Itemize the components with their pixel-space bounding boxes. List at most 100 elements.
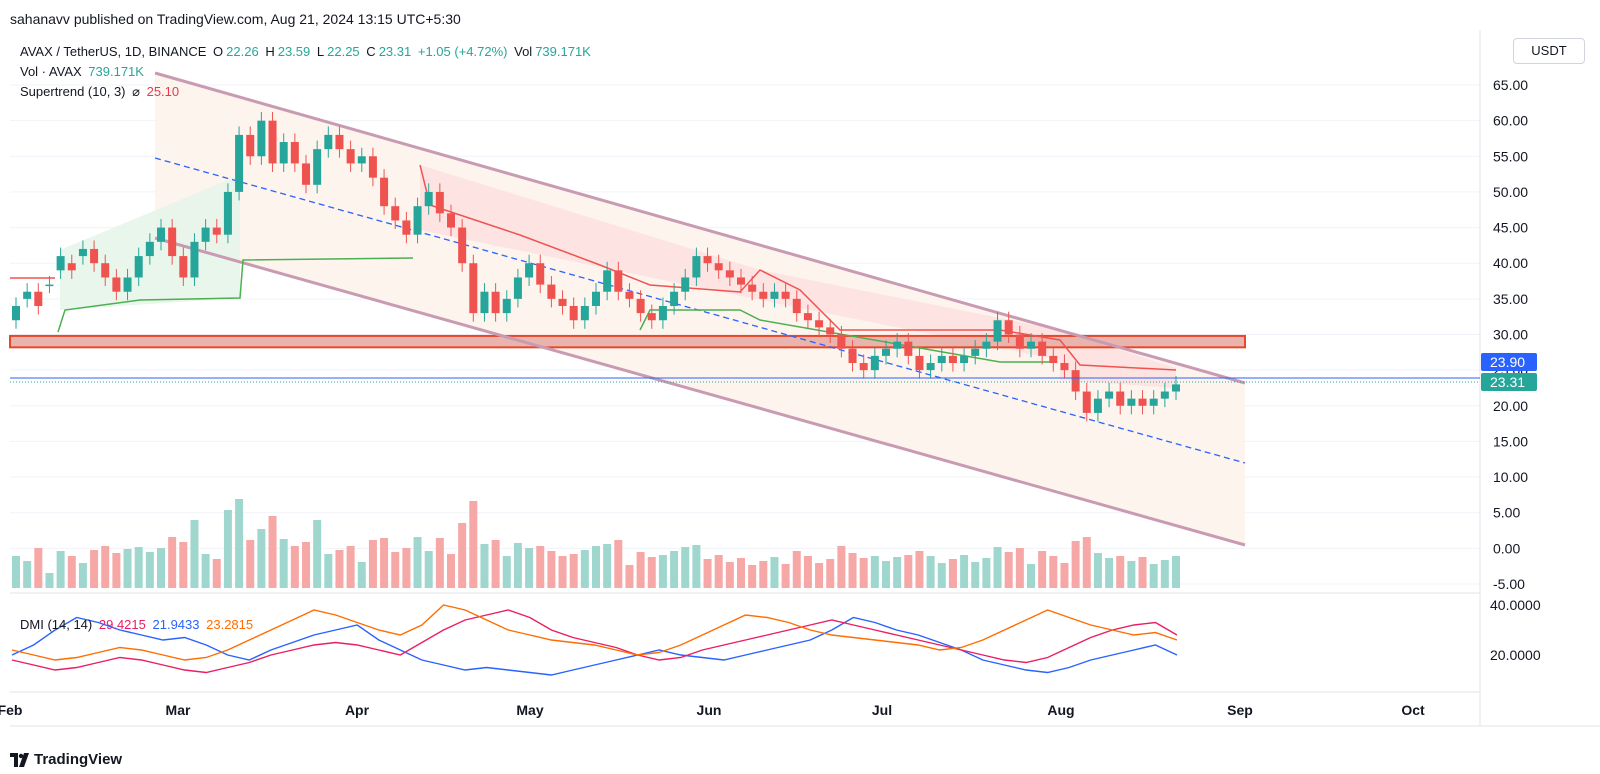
candle-body [12,305,20,321]
volume-bar [692,545,701,588]
candle-body [168,227,177,257]
candle-body [681,277,690,292]
close-value: 23.31 [378,44,412,59]
candle-body [658,305,667,321]
candle-body [670,291,679,306]
candle-body [759,291,768,299]
volume-bar [725,562,734,588]
candle-body [1105,391,1114,399]
volume-bar [915,551,924,588]
time-axis-label: Apr [345,702,370,718]
currency-unit-button[interactable]: USDT [1513,38,1585,64]
candle-body [357,156,366,164]
supertrend-label[interactable]: Supertrend (10, 3) [20,84,126,99]
volume-bar [246,540,255,588]
candle-body [882,348,890,356]
candle-body [212,227,221,235]
low-label: L [316,44,325,59]
candle-body [982,341,991,349]
volume-bar [1172,556,1180,588]
vol-line-label[interactable]: Vol · AVAX [20,64,82,79]
candle-body [993,320,1002,342]
candle-body [502,298,511,314]
volume-bar [770,557,779,588]
candle-body [290,142,299,164]
vol-line-value: 739.171K [88,64,144,79]
candle-body [435,191,444,214]
volume-bar [34,548,43,588]
volume-bar [413,537,422,588]
volume-bar [759,561,768,588]
candle-body [614,270,623,292]
candle-body [324,134,333,150]
candle-body [547,284,556,299]
candle-body [926,363,935,371]
candle-body [346,149,355,164]
volume-bar [1060,563,1069,588]
volume-bar [324,554,333,588]
volume-bar [737,558,745,588]
price-axis-label: 55.00 [1493,148,1528,164]
candle-body [826,327,835,335]
candle-body [157,227,165,242]
volume-bar [848,553,857,588]
candle-body [335,134,344,150]
candle-body [23,291,32,299]
volume-bar [1105,558,1114,588]
volume-bar [882,561,890,588]
time-axis-label: Jul [872,702,892,718]
volume-bar [781,564,790,588]
volume-bar [703,559,712,588]
volume-bar [603,544,612,588]
volume-bar [558,556,567,588]
volume-bar [513,543,522,588]
price-axis-label: 35.00 [1493,291,1528,307]
candle-body [279,142,288,164]
volume-bar [547,551,556,588]
candle-body [179,256,188,278]
price-axis-label: 10.00 [1493,469,1528,485]
candle-body [647,313,656,321]
tradingview-logo[interactable]: TradingView [10,751,122,768]
dmi-label[interactable]: DMI (14, 14) [20,617,93,632]
price-badge-label: 23.90 [1490,354,1525,370]
volume-bar [1071,541,1080,588]
publisher-line: sahanavv published on TradingView.com, A… [10,11,461,27]
candle-body [893,341,902,349]
candle-body [380,177,389,207]
price-axis-label: 60.00 [1493,113,1528,129]
footer-brand: TradingView [34,751,123,768]
high-value: 23.59 [277,44,311,59]
volume-bar [1093,553,1102,588]
price-axis-label: 0.00 [1493,540,1520,556]
supertrend-line [419,164,1177,371]
volume-bar [447,554,455,588]
candle-body [592,291,600,306]
volume-legend: Vol · AVAX 739.171K [20,63,147,81]
volume-bar [1127,561,1136,588]
volume-bar [145,552,154,588]
candle-body [1071,370,1080,392]
volume-bar [313,520,322,588]
candle-body [848,348,857,364]
vol-label: Vol [514,44,533,59]
volume-bar [402,548,411,588]
volume-bar [90,550,99,588]
candle-body [1160,391,1169,399]
candle-body [1149,398,1158,406]
volume-bar [335,550,344,588]
volume-bar [491,540,500,588]
candle-body [960,355,969,364]
volume-bar [235,499,244,588]
candle-body [313,149,322,185]
volume-bar [926,556,935,588]
volume-bar [190,520,199,588]
volume-bar [748,565,757,588]
volume-bar [101,546,110,588]
price-axis-label: -5.00 [1493,576,1525,592]
candle-body [56,256,65,271]
volume-bar [56,551,65,588]
symbol-label[interactable]: AVAX / TetherUS, 1D, BINANCE [20,44,207,59]
ohlc-legend: AVAX / TetherUS, 1D, BINANCE O 22.26 H 23.… [20,43,594,61]
